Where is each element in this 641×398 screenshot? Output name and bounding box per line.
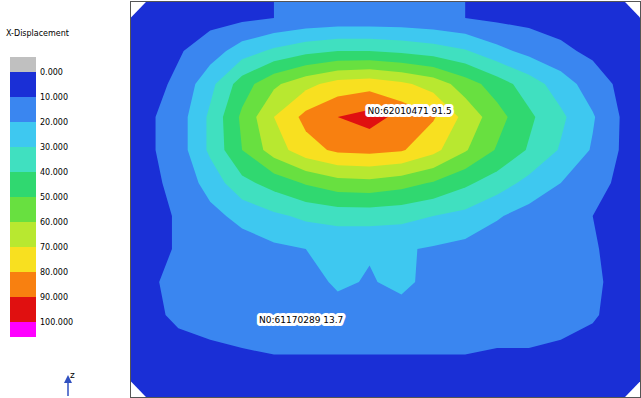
svg-text:z: z [70, 370, 75, 380]
svg-text:N0:61170289 13.7: N0:61170289 13.7 [259, 315, 343, 325]
svg-text:70.000: 70.000 [40, 243, 68, 252]
svg-text:90.000: 90.000 [40, 293, 68, 302]
svg-text:50.000: 50.000 [40, 193, 68, 202]
svg-text:0.000: 0.000 [40, 68, 63, 77]
svg-text:N0:62010471 91.5: N0:62010471 91.5 [367, 106, 451, 116]
svg-text:X-Displacement: X-Displacement [6, 29, 69, 38]
svg-text:80.000: 80.000 [40, 268, 68, 277]
svg-text:20.000: 20.000 [40, 118, 68, 127]
svg-text:100.000: 100.000 [40, 318, 73, 327]
svg-text:10.000: 10.000 [40, 93, 68, 102]
svg-text:40.000: 40.000 [40, 168, 68, 177]
svg-text:60.000: 60.000 [40, 218, 68, 227]
svg-text:30.000: 30.000 [40, 143, 68, 152]
